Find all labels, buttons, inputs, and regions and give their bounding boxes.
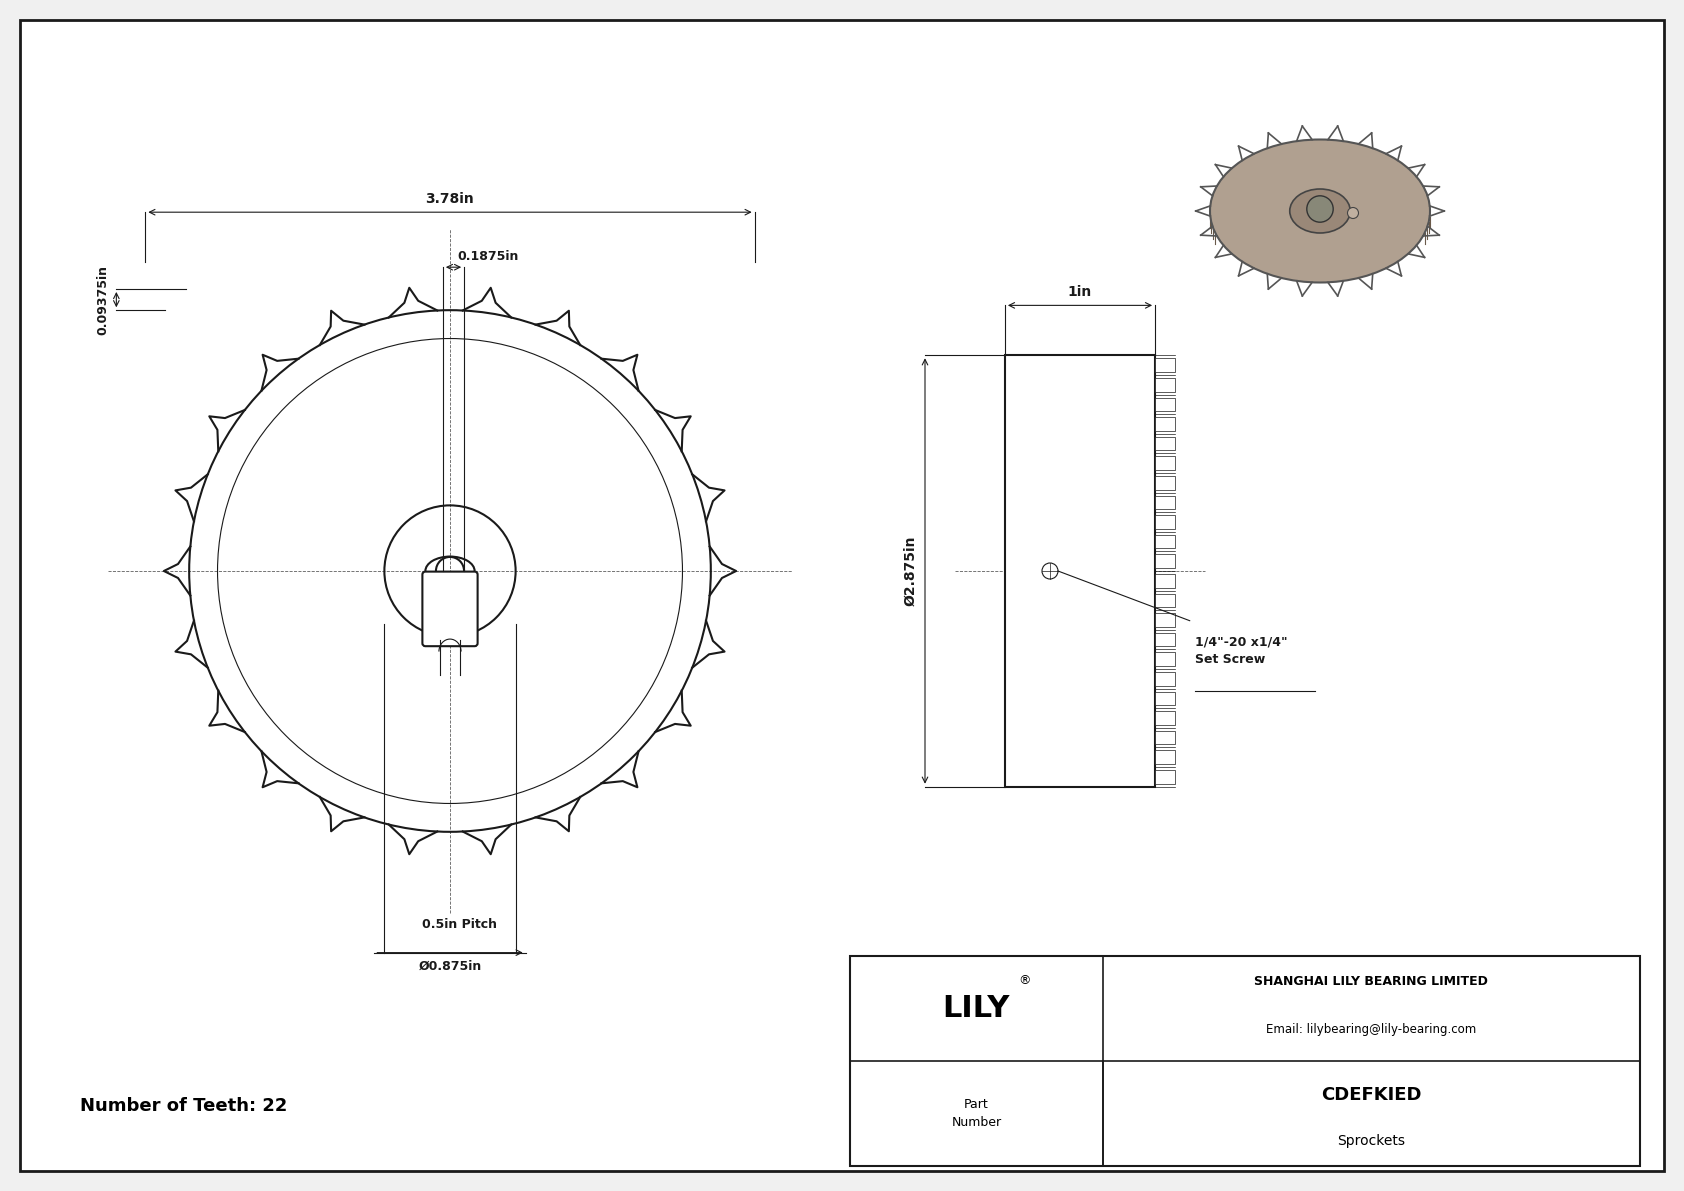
Text: Number of Teeth: 22: Number of Teeth: 22: [81, 1097, 288, 1115]
Ellipse shape: [1211, 139, 1430, 282]
Text: 3.78in: 3.78in: [426, 192, 475, 206]
Bar: [1155, 398, 1175, 411]
Text: 0.09375in: 0.09375in: [96, 264, 109, 335]
Bar: [1155, 711, 1175, 725]
Bar: [1155, 554, 1175, 568]
Text: CDEFKIED: CDEFKIED: [1322, 1086, 1421, 1104]
Bar: [1155, 613, 1175, 626]
Bar: [1155, 417, 1175, 431]
Text: Part
Number: Part Number: [951, 1098, 1002, 1129]
FancyBboxPatch shape: [20, 20, 1664, 1171]
Bar: [1155, 574, 1175, 587]
Bar: [1155, 672, 1175, 686]
Text: Email: lilybearing@lily-bearing.com: Email: lilybearing@lily-bearing.com: [1266, 1023, 1477, 1036]
FancyBboxPatch shape: [423, 572, 478, 647]
Bar: [1155, 476, 1175, 490]
Text: 1/4"-20 x1/4"
Set Screw: 1/4"-20 x1/4" Set Screw: [1194, 636, 1287, 666]
Bar: [850, 956, 1640, 1166]
Text: 1in: 1in: [1068, 286, 1093, 299]
Bar: [1155, 535, 1175, 549]
Text: Ø2.875in: Ø2.875in: [903, 536, 918, 606]
Text: SHANGHAI LILY BEARING LIMITED: SHANGHAI LILY BEARING LIMITED: [1255, 974, 1489, 987]
Bar: [1155, 632, 1175, 647]
Bar: [1155, 495, 1175, 510]
Bar: [1155, 437, 1175, 450]
Bar: [1155, 456, 1175, 470]
Circle shape: [1347, 207, 1359, 218]
Bar: [1155, 750, 1175, 765]
Circle shape: [1307, 195, 1334, 223]
Text: Ø0.875in: Ø0.875in: [418, 960, 482, 973]
Text: LILY: LILY: [943, 994, 1010, 1023]
Text: 0.1875in: 0.1875in: [456, 250, 519, 263]
Bar: [1155, 358, 1175, 372]
Bar: [1155, 516, 1175, 529]
Bar: [1155, 731, 1175, 744]
Bar: [1155, 593, 1175, 607]
Bar: [1155, 692, 1175, 705]
Bar: [1155, 378, 1175, 392]
Bar: [1005, 355, 1155, 786]
Text: Sprockets: Sprockets: [1337, 1134, 1406, 1148]
Ellipse shape: [1290, 189, 1351, 233]
Text: ®: ®: [1019, 974, 1031, 987]
Bar: [1155, 769, 1175, 784]
Bar: [1155, 653, 1175, 666]
Text: 0.5in Pitch: 0.5in Pitch: [423, 917, 497, 930]
